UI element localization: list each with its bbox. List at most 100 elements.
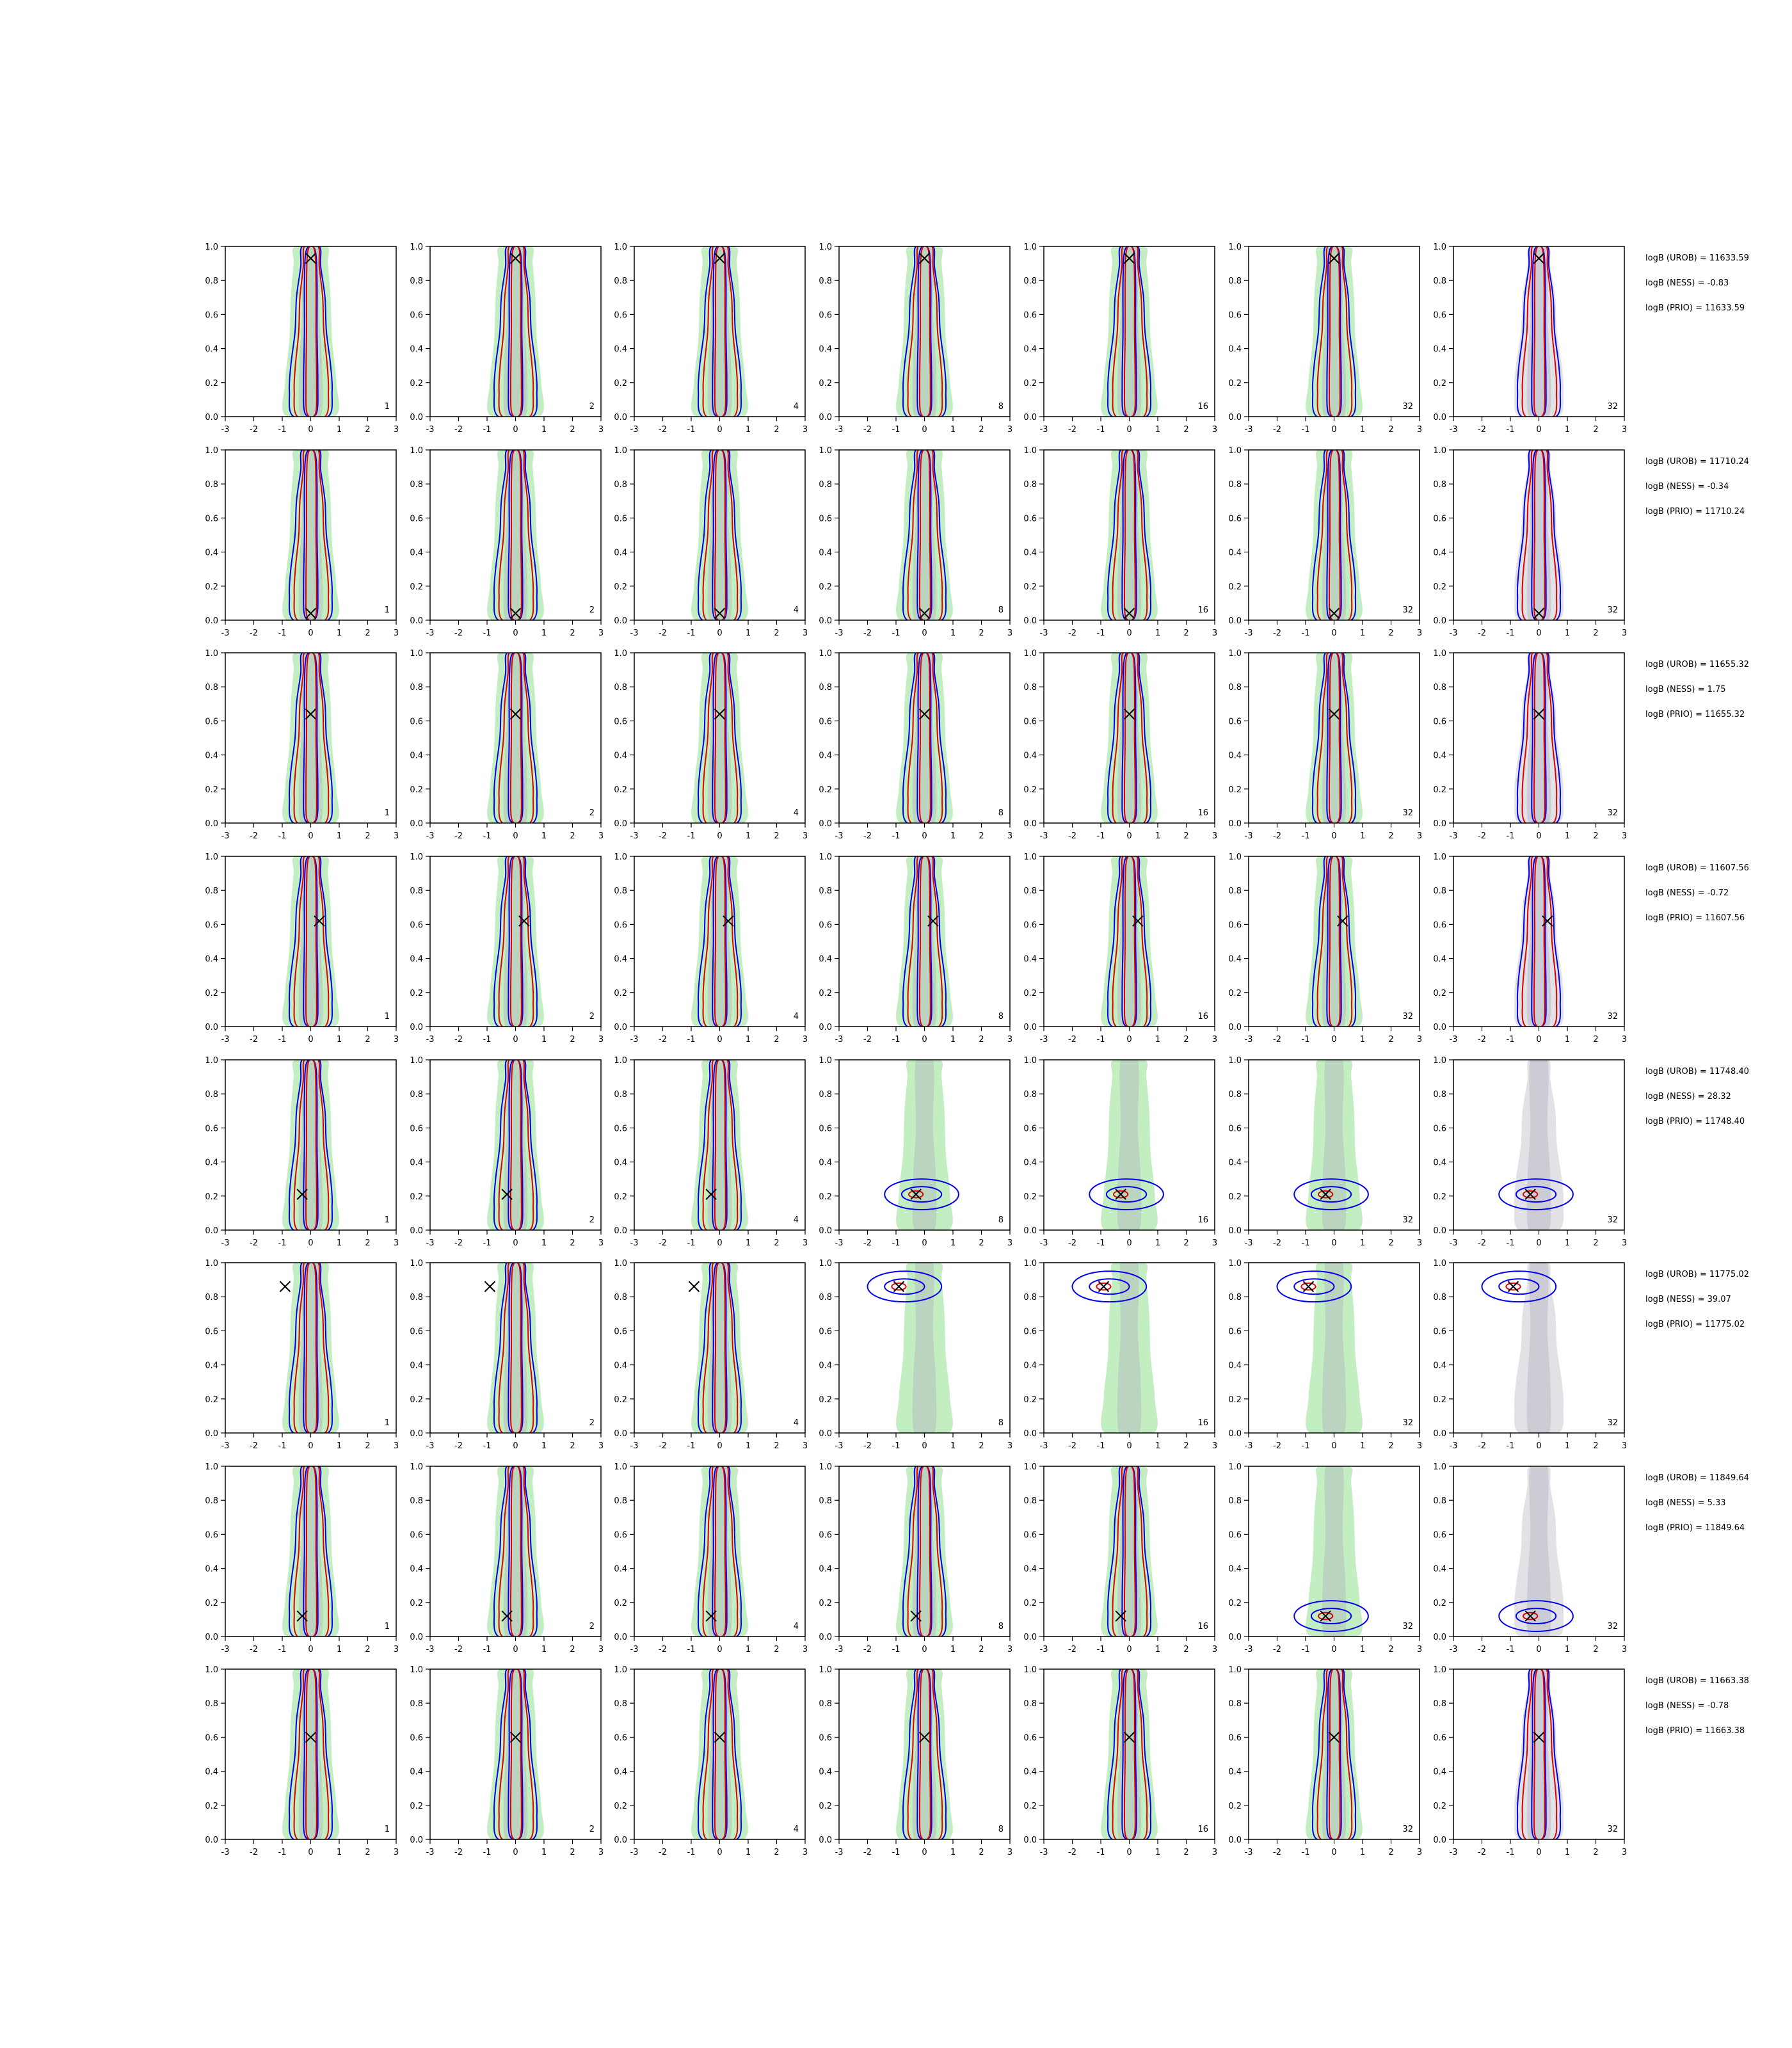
y-tick-label: 0.6 (819, 717, 832, 726)
red-contour-inner (918, 653, 931, 823)
panel-label: 32 (1607, 1418, 1618, 1428)
red-contour-inner (509, 1263, 522, 1433)
density-fill (691, 653, 748, 823)
y-tick-label: 0.0 (614, 1226, 627, 1236)
y-tick-label: 0.4 (1228, 1768, 1242, 1777)
truth-marker (1328, 708, 1340, 720)
y-tick-label: 0.0 (1023, 1023, 1037, 1032)
y-tick-label: 0.4 (1228, 1158, 1242, 1168)
x-tick-label: 1 (541, 1035, 547, 1044)
red-contour-inner (1533, 1669, 1546, 1839)
panel-r3-c6: -3 -2 -1 0 1 2 3 0.0 0.2 0.4 0.6 0.8 1.0 32 (1228, 649, 1422, 841)
x-tick-label: -1 (892, 1645, 900, 1654)
x-tick-label: -2 (1478, 1441, 1486, 1451)
blue-contour-outer (288, 653, 333, 823)
panel-contours (1306, 856, 1363, 1027)
truth-marker (314, 915, 325, 927)
density-core-fill (1526, 1466, 1551, 1636)
x-tick-label: -1 (278, 1238, 287, 1248)
x-tick-label: -2 (250, 628, 258, 638)
x-tick-label: 2 (979, 1441, 984, 1451)
x-tick-label: -2 (454, 1238, 463, 1248)
blue-contour-outer (1089, 1178, 1164, 1211)
x-tick-label: -3 (1245, 1238, 1253, 1248)
x-tick-label: -3 (1245, 1848, 1253, 1857)
y-tick-label: 0.6 (1023, 1733, 1037, 1743)
x-tick-label: -2 (1273, 831, 1281, 841)
y-tick-label: 0.8 (819, 480, 832, 490)
y-tick-label: 0.8 (1023, 276, 1037, 286)
y-tick-label: 1.0 (410, 1665, 423, 1675)
density-fill (691, 1060, 748, 1230)
y-tick-label: 0.8 (1433, 886, 1446, 896)
truth-marker (714, 607, 726, 620)
x-tick-label: -2 (1273, 1848, 1281, 1857)
panel-contours (691, 856, 748, 1027)
red-contour-outer (1316, 653, 1353, 823)
x-tick-label: 1 (950, 1848, 956, 1857)
x-tick-label: -3 (1245, 1035, 1253, 1044)
y-tick-label: 0.6 (819, 1124, 832, 1133)
x-tick-label: 0 (922, 1238, 927, 1248)
panel-contours (1071, 1263, 1158, 1433)
y-tick-label: 0.4 (1433, 1158, 1446, 1168)
x-tick-label: -3 (835, 1848, 844, 1857)
blue-contour-outer (288, 1263, 333, 1433)
panel-contours (1089, 1060, 1164, 1230)
y-tick-label: 0.4 (1433, 345, 1446, 355)
red-contour-outer (1316, 1669, 1353, 1839)
x-tick-label: 2 (1593, 1238, 1598, 1248)
x-tick-label: -3 (426, 1238, 435, 1248)
x-tick-label: -3 (630, 425, 639, 435)
x-tick-label: -2 (454, 1848, 463, 1857)
y-tick-label: 0.4 (410, 1361, 423, 1371)
x-tick-label: 1 (337, 1035, 342, 1044)
y-tick-label: 0.0 (1023, 819, 1037, 829)
y-tick-label: 0.8 (614, 886, 627, 896)
truth-marker (918, 252, 931, 264)
blue-contour-inner (303, 1060, 319, 1230)
panel-r1-c4: -3 -2 -1 0 1 2 3 0.0 0.2 0.4 0.6 0.8 1.0 8 (819, 243, 1012, 435)
panel-label: 4 (794, 1215, 799, 1225)
x-tick-label: 0 (513, 628, 518, 638)
y-tick-label: 0.0 (1228, 1429, 1242, 1439)
y-tick-label: 0.4 (1023, 548, 1037, 558)
panel-label: 4 (794, 1012, 799, 1021)
panel-r7-c1: -3 -2 -1 0 1 2 3 0.0 0.2 0.4 0.6 0.8 1.0 1 (205, 1462, 399, 1654)
density-fill (691, 856, 748, 1027)
y-tick-label: 0.4 (410, 1158, 423, 1168)
y-tick-label: 1.0 (410, 852, 423, 862)
x-tick-label: 1 (746, 1645, 751, 1654)
row-annotations-5: logB (UROB) = 11748.40 logB (NESS) = 28.3… (1645, 1067, 1749, 1126)
x-tick-label: -2 (1068, 1441, 1076, 1451)
x-tick-label: -3 (426, 1645, 435, 1654)
truth-marker (1507, 1281, 1519, 1292)
x-tick-label: -3 (630, 1848, 639, 1857)
y-tick-label: 1.0 (1433, 1665, 1446, 1675)
panel-contours (1514, 856, 1564, 1027)
red-contour-inner (1328, 246, 1341, 417)
y-tick-label: 0.4 (1023, 1158, 1037, 1168)
row-annotations-8: logB (UROB) = 11663.38 logB (NESS) = -0.7… (1645, 1676, 1749, 1736)
x-tick-label: -3 (1040, 425, 1048, 435)
x-tick-label: 1 (1360, 1848, 1365, 1857)
panel-label: 1 (385, 605, 390, 615)
y-tick-label: 0.6 (410, 920, 423, 930)
truth-marker (1533, 708, 1545, 720)
y-tick-label: 0.0 (614, 819, 627, 829)
y-tick-label: 1.0 (1228, 852, 1242, 862)
x-tick-label: 0 (922, 1441, 927, 1451)
panel-label: 32 (1607, 808, 1618, 818)
logB-annotation: logB (NESS) = 39.07 (1645, 1295, 1731, 1304)
red-contour-inner (509, 1060, 522, 1230)
y-tick-label: 0.8 (1023, 1293, 1037, 1302)
panel-r8-c5: -3 -2 -1 0 1 2 3 0.0 0.2 0.4 0.6 0.8 1.0 16 (1023, 1665, 1217, 1857)
x-tick-label: 0 (308, 1645, 313, 1654)
x-tick-label: -3 (630, 628, 639, 638)
blue-contour-inner (508, 856, 524, 1027)
y-tick-label: 0.6 (819, 514, 832, 524)
panel-contours (282, 1263, 339, 1433)
red-contour-inner (1328, 856, 1341, 1027)
x-tick-label: 0 (717, 1238, 722, 1248)
x-tick-label: -1 (1097, 1645, 1105, 1654)
